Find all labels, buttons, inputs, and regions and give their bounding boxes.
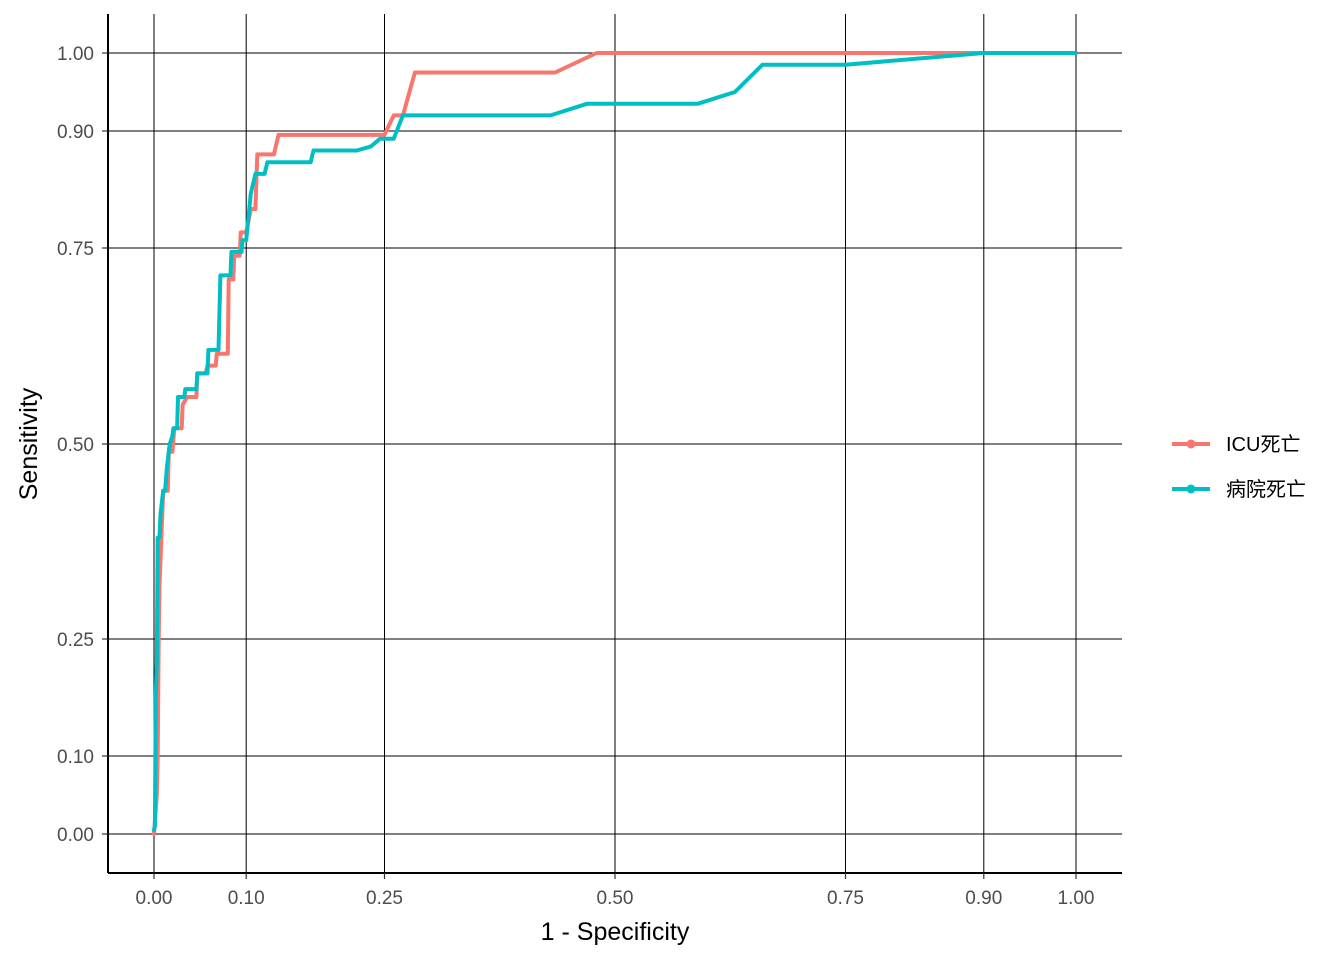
x-axis-title: 1 - Specificity (541, 918, 690, 946)
roc-curves (152, 51, 1078, 836)
x-tick-label-3: 0.50 (597, 888, 634, 909)
x-axis-ticks: 0.00 0.10 0.25 0.50 0.75 0.90 1.00 (136, 873, 1095, 909)
roc-curve-series-1 (152, 51, 1078, 833)
legend-key-point-1 (1186, 484, 1196, 494)
y-axis-ticks: 0.00 0.10 0.25 0.50 0.75 0.90 1.00 (57, 44, 108, 846)
y-tick-label-5: 0.90 (57, 122, 94, 143)
x-tick-label-4: 0.75 (827, 888, 864, 909)
y-tick-label-1: 0.10 (57, 747, 94, 768)
legend-key-point-0 (1186, 439, 1196, 449)
x-tick-label-5: 0.90 (965, 888, 1002, 909)
y-tick-label-2: 0.25 (57, 630, 94, 651)
y-tick-label-4: 0.75 (57, 239, 94, 260)
legend-label-1: 病院死亡 (1226, 478, 1306, 501)
x-tick-label-0: 0.00 (136, 888, 173, 909)
y-axis-title: Sensitivity (15, 387, 43, 500)
legend-label-0: ICU死亡 (1226, 433, 1300, 456)
x-tick-label-2: 0.25 (366, 888, 403, 909)
x-tick-label-1: 0.10 (228, 888, 265, 909)
y-tick-label-0: 0.00 (57, 825, 94, 846)
x-tick-label-6: 1.00 (1058, 888, 1095, 909)
y-tick-label-6: 1.00 (57, 44, 94, 65)
y-tick-label-3: 0.50 (57, 435, 94, 456)
